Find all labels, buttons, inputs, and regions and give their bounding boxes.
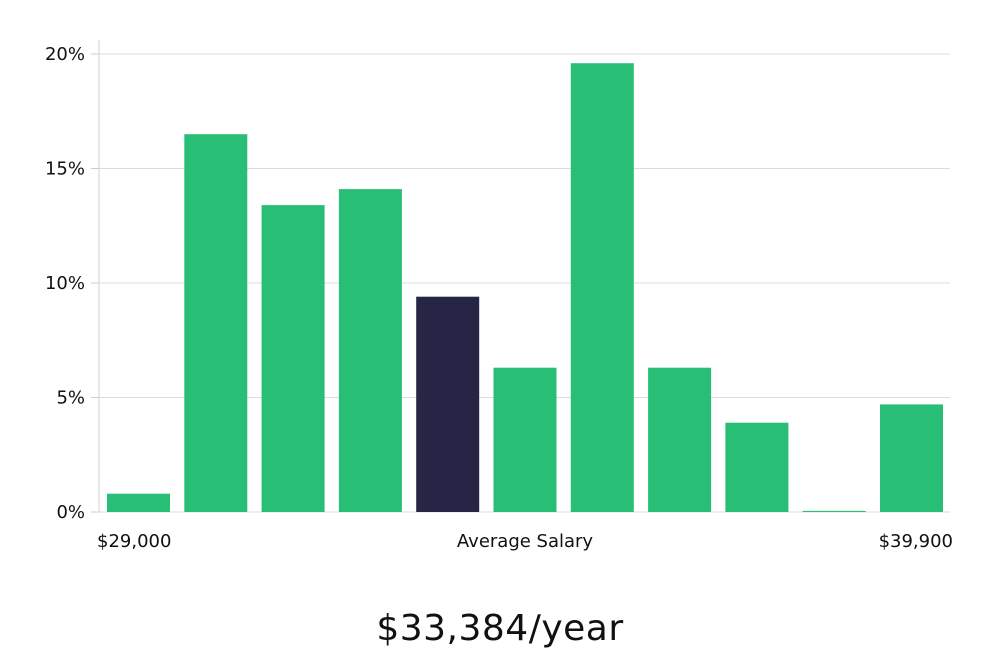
- x-axis-left-label: $29,000: [97, 531, 171, 552]
- x-axis-title: Average Salary: [457, 531, 594, 552]
- bar: [725, 422, 789, 512]
- y-tick-label: 5%: [56, 388, 85, 409]
- salary-histogram: 0% 5% 10% 15% 20% $29,000 Average Salary $39…: [45, 40, 953, 552]
- y-axis-ticks: 0% 5% 10% 15% 20%: [45, 44, 99, 523]
- bar: [261, 205, 325, 512]
- bar: [338, 189, 402, 512]
- y-tick-label: 15%: [45, 159, 85, 180]
- x-axis-right-label: $39,900: [879, 531, 953, 552]
- y-tick-label: 0%: [56, 502, 85, 523]
- bar-average-salary: [416, 296, 480, 512]
- bar: [107, 493, 170, 512]
- bar: [570, 63, 634, 512]
- y-tick-label: 10%: [45, 273, 85, 294]
- bar: [493, 367, 557, 512]
- bars: [107, 63, 943, 512]
- bar: [880, 404, 943, 512]
- bar: [802, 510, 866, 512]
- average-salary-headline: $33,384/year: [376, 608, 624, 649]
- bar: [648, 367, 712, 512]
- bar: [184, 134, 248, 512]
- y-tick-label: 20%: [45, 44, 85, 65]
